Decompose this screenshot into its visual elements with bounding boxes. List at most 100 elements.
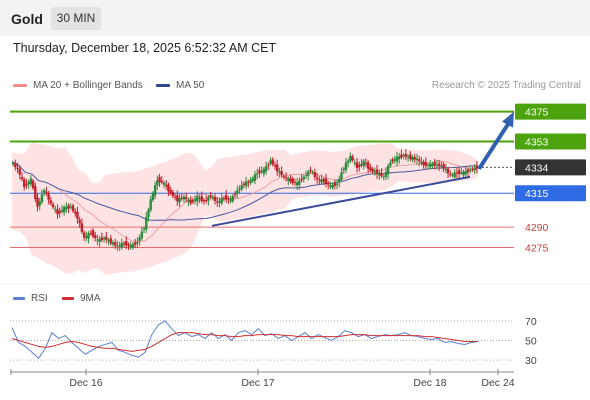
legend-ma50-swatch xyxy=(156,83,170,87)
rsi-ma-line xyxy=(11,332,478,352)
candle-body-168 xyxy=(384,171,388,177)
candle-body-156 xyxy=(358,164,361,167)
candle-body-130 xyxy=(300,178,303,181)
candle-body-160 xyxy=(366,162,370,169)
candle-body-6 xyxy=(25,183,28,186)
candle-body-123 xyxy=(284,176,288,179)
candle-body-152 xyxy=(349,155,352,162)
candle-body-115 xyxy=(267,164,270,166)
candle-body-52 xyxy=(127,244,130,246)
rsi-tick-70: 70 xyxy=(525,316,537,328)
candle-body-11 xyxy=(36,197,39,207)
time-axis: Dec 16 Dec 17 Dec 18 Dec 24 xyxy=(10,369,515,389)
candle-body-42 xyxy=(105,236,108,241)
candle-body-176 xyxy=(402,155,405,157)
support-trendline xyxy=(211,175,471,227)
candle-body-186 xyxy=(424,162,428,166)
candle-body-0 xyxy=(11,162,15,165)
candle-body-2 xyxy=(16,167,19,169)
candle-body-93 xyxy=(218,200,221,203)
candle-body-110 xyxy=(256,173,259,175)
candle-body-15 xyxy=(45,191,48,193)
legend-bollinger-label: MA 20 + Bollinger Bands xyxy=(33,80,143,91)
candle-body-187 xyxy=(426,164,430,166)
candle-body-72 xyxy=(171,191,175,197)
candle-body-62 xyxy=(149,199,152,211)
candle-body-67 xyxy=(160,180,163,183)
candle-body-16 xyxy=(47,192,50,200)
candle-body-99 xyxy=(231,196,234,202)
candle-body-183 xyxy=(417,159,421,162)
candle-body-197 xyxy=(449,174,452,176)
candle-body-201 xyxy=(457,170,461,175)
candle-body-1 xyxy=(14,162,17,168)
rsi-line xyxy=(11,320,479,359)
candle-body-122 xyxy=(282,175,286,177)
candle-body-34 xyxy=(87,233,90,239)
legend-rsi-ma-label: 9MA xyxy=(80,293,101,304)
candle-body-154 xyxy=(353,162,357,164)
time-tick-label-0: Dec 16 xyxy=(69,377,102,389)
candle-body-192 xyxy=(437,163,441,167)
level-label-4353: 4353 xyxy=(525,137,549,149)
candle-body-23 xyxy=(62,206,66,213)
candle-body-82 xyxy=(193,199,197,201)
candle-body-153 xyxy=(351,156,354,161)
candle-body-181 xyxy=(413,157,416,160)
candle-body-81 xyxy=(191,200,195,203)
candle-body-133 xyxy=(307,171,310,176)
candle-body-86 xyxy=(202,199,206,202)
level-box-4375 xyxy=(515,103,586,120)
candle-body-195 xyxy=(444,168,448,170)
level-label-4275: 4275 xyxy=(525,243,549,255)
legend-rsi-swatch xyxy=(13,296,25,300)
candle-body-22 xyxy=(60,209,64,212)
candle-body-132 xyxy=(304,175,308,177)
datetime-label: Thursday, December 18, 2025 6:52:32 AM C… xyxy=(13,41,277,55)
candle-body-170 xyxy=(389,162,392,166)
rsi-tick-50: 50 xyxy=(525,336,537,348)
candle-body-140 xyxy=(322,179,325,182)
candle-body-57 xyxy=(138,237,141,241)
rsi-panel: 70 50 30 xyxy=(10,316,537,367)
candle-body-13 xyxy=(40,194,44,203)
candle-body-174 xyxy=(398,156,401,160)
candle-body-117 xyxy=(271,159,274,165)
candle-body-172 xyxy=(393,159,396,161)
candle-body-116 xyxy=(269,160,272,164)
candle-body-200 xyxy=(455,172,459,174)
time-tick-label-2: Dec 18 xyxy=(413,377,446,389)
candle-body-178 xyxy=(406,156,410,158)
candle-body-79 xyxy=(187,199,190,202)
candle-body-95 xyxy=(222,197,226,199)
timeframe-button[interactable]: 30 MIN xyxy=(51,7,101,30)
candle-body-71 xyxy=(169,190,172,194)
time-tick-label-1: Dec 17 xyxy=(241,377,274,389)
candle-body-48 xyxy=(118,245,121,247)
candle-body-157 xyxy=(360,163,363,166)
candle-body-19 xyxy=(54,209,57,211)
level-label-4290: 4290 xyxy=(525,222,549,234)
candle-body-194 xyxy=(442,164,445,169)
candle-body-60 xyxy=(145,216,148,230)
candle-body-33 xyxy=(85,236,88,239)
candle-body-107 xyxy=(249,180,252,184)
candle-body-24 xyxy=(65,207,68,210)
candle-body-94 xyxy=(220,197,223,204)
candle-body-165 xyxy=(378,172,381,176)
candle-body-106 xyxy=(247,181,250,183)
candle-body-104 xyxy=(242,183,246,185)
candle-body-131 xyxy=(302,176,306,180)
candle-body-84 xyxy=(198,198,201,200)
level-label-4315: 4315 xyxy=(525,188,549,200)
candle-body-50 xyxy=(122,243,126,245)
candle-body-146 xyxy=(335,183,339,185)
candle-body-4 xyxy=(20,177,24,180)
candle-body-25 xyxy=(67,205,70,209)
candle-body-202 xyxy=(460,172,463,174)
candle-body-31 xyxy=(80,223,84,232)
candle-body-125 xyxy=(289,178,292,182)
candle-body-118 xyxy=(273,164,277,167)
candle-body-205 xyxy=(466,169,470,173)
